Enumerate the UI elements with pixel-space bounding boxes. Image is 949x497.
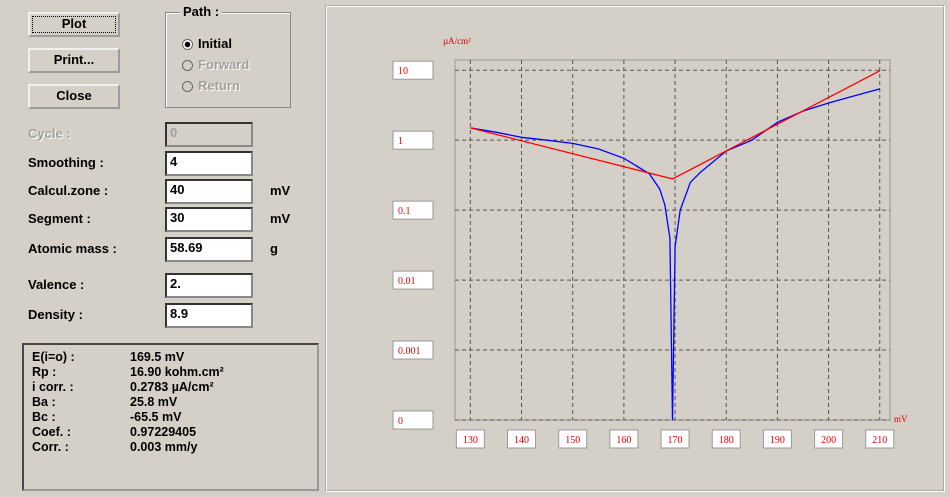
field-label: Segment : <box>28 211 91 226</box>
x-tick-label: 190 <box>770 435 785 446</box>
radio-label[interactable]: Initial <box>198 36 232 51</box>
tick-box <box>814 429 844 449</box>
text-input[interactable]: 8.9 <box>165 303 253 328</box>
x-tick-label: 150 <box>565 435 580 446</box>
text-input[interactable]: 30 <box>165 207 253 232</box>
tick-box <box>762 429 792 449</box>
tick-box <box>660 429 690 449</box>
result-label: Rp : <box>32 365 57 379</box>
field-unit: mV <box>270 211 291 226</box>
tick-box <box>558 429 588 449</box>
radio[interactable] <box>182 60 193 71</box>
field-label: Atomic mass : <box>28 241 117 256</box>
tick-box <box>392 410 434 430</box>
tick-box <box>392 340 434 360</box>
tick-box <box>392 130 434 150</box>
x-unit: mV <box>894 414 908 424</box>
y-tick-label: 0.01 <box>398 276 416 287</box>
text-input[interactable]: 2. <box>165 273 253 298</box>
tick-box <box>865 429 895 449</box>
y-tick-label: 0.1 <box>398 206 411 217</box>
radio-label[interactable]: Return <box>198 78 240 93</box>
button[interactable]: Print... <box>28 48 120 73</box>
x-tick-label: 210 <box>872 435 887 446</box>
x-tick-label: 200 <box>821 435 836 446</box>
result-value: -65.5 mV <box>130 410 182 424</box>
field-unit: g <box>270 241 278 256</box>
tick-box <box>392 60 434 80</box>
result-value: 0.97229405 <box>130 425 197 439</box>
result-label: Ba : <box>32 395 56 409</box>
tick-box <box>609 429 639 449</box>
y-tick-label: 0.001 <box>398 346 421 357</box>
plot-area <box>454 59 891 421</box>
x-tick-label: 160 <box>616 435 631 446</box>
field-label: Calcul.zone : <box>28 183 109 198</box>
chart-panel <box>325 5 945 492</box>
text-input[interactable]: 40 <box>165 179 253 204</box>
radio-label[interactable]: Forward <box>198 57 250 72</box>
x-tick-label: 180 <box>719 435 734 446</box>
y-tick-label: 0 <box>398 416 403 427</box>
results-box <box>22 343 319 491</box>
button[interactable]: Plot <box>28 12 120 37</box>
series-line <box>470 70 881 180</box>
tick-box <box>507 429 537 449</box>
result-value: 16.90 kohm.cm² <box>130 365 224 379</box>
result-value: 0.2783 µA/cm² <box>130 380 214 394</box>
button[interactable]: Close <box>28 84 120 109</box>
result-value: 169.5 mV <box>130 350 185 364</box>
x-tick-label: 140 <box>514 435 529 446</box>
result-label: E(i=o) : <box>32 350 75 364</box>
text-input[interactable]: 0 <box>165 122 253 147</box>
result-label: i corr. : <box>32 380 74 394</box>
field-label: Valence : <box>28 277 85 292</box>
tick-box <box>392 200 434 220</box>
field-label: Density : <box>28 307 83 322</box>
field-unit: mV <box>270 183 291 198</box>
path-title: Path : <box>180 4 223 19</box>
result-label: Bc : <box>32 410 56 424</box>
result-value: 25.8 mV <box>130 395 178 409</box>
tick-box <box>392 270 434 290</box>
result-label: Coef. : <box>32 425 71 439</box>
text-input[interactable]: 58.69 <box>165 237 253 262</box>
radio[interactable] <box>182 81 193 92</box>
tick-box <box>711 429 741 449</box>
field-label: Cycle : <box>28 126 71 141</box>
tick-box <box>455 429 485 449</box>
text-input[interactable]: 4 <box>165 151 253 176</box>
radio[interactable] <box>182 39 193 50</box>
path-group <box>165 12 291 108</box>
result-value: 0.003 mm/y <box>130 440 198 454</box>
y-unit: µA/cm² <box>443 36 471 46</box>
field-label: Smoothing : <box>28 155 104 170</box>
result-label: Corr. : <box>32 440 69 454</box>
x-tick-label: 170 <box>668 435 683 446</box>
y-tick-label: 1 <box>398 136 403 147</box>
y-tick-label: 10 <box>398 66 408 77</box>
series-line <box>470 88 880 421</box>
x-tick-label: 130 <box>463 435 478 446</box>
